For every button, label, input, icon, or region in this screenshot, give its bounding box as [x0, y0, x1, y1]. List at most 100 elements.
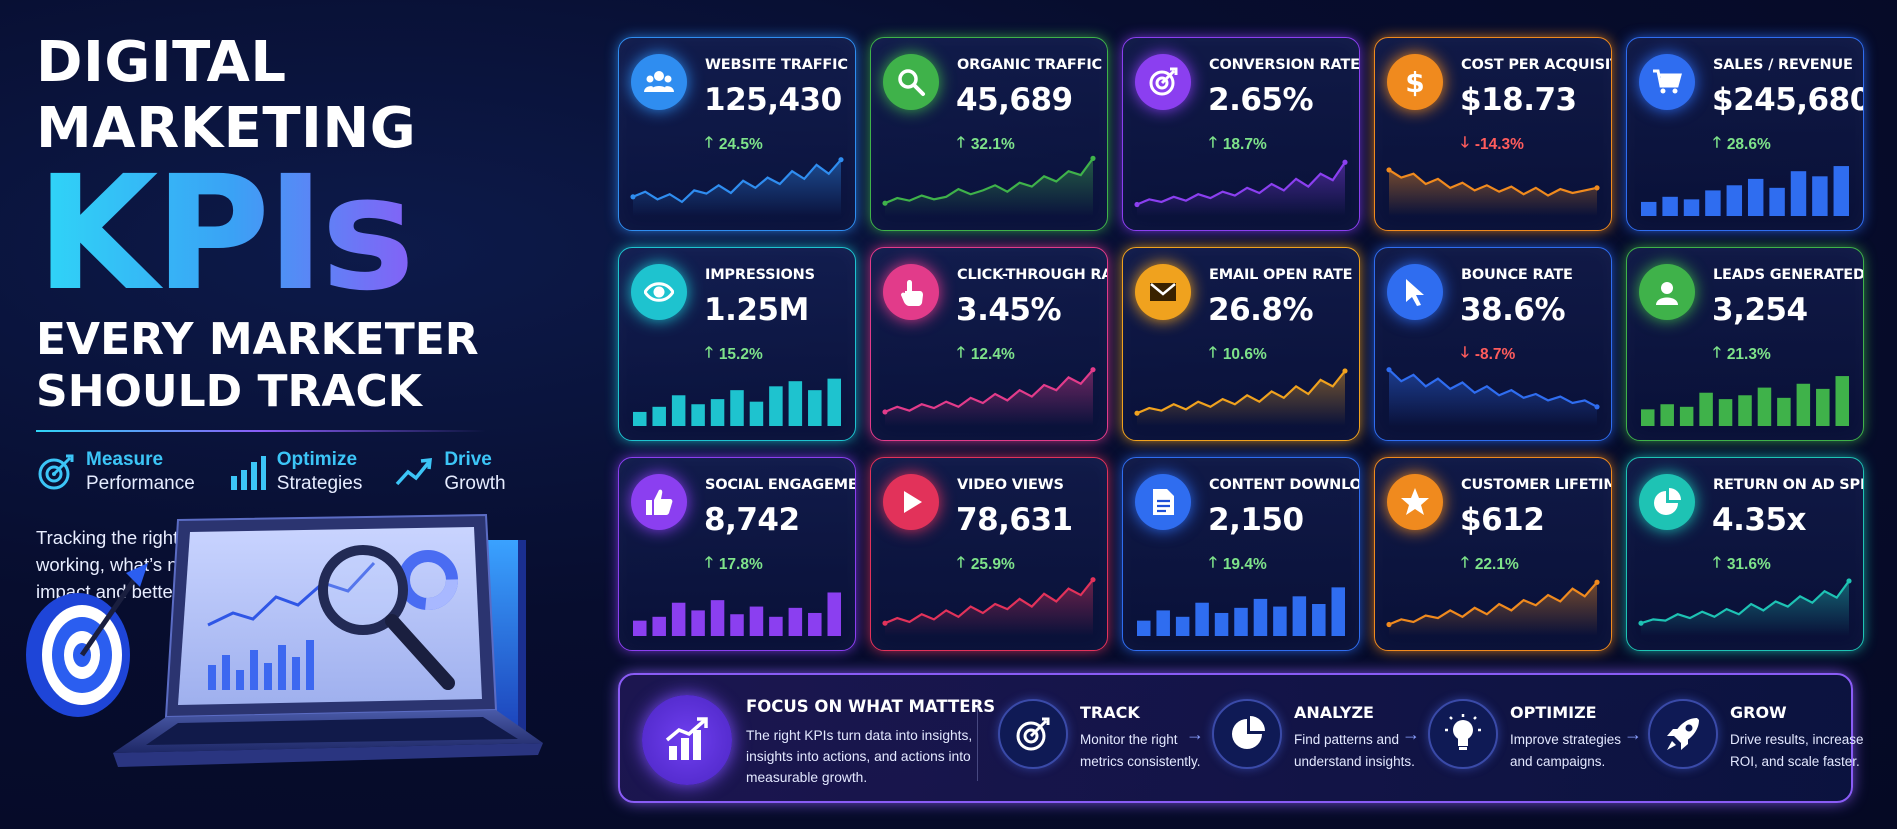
hero-title: DIGITAL MARKETING	[36, 30, 417, 161]
kpi-delta-value: 19.4%	[1222, 555, 1267, 573]
kpi-card-video-views: VIDEO VIEWS 78,631 🡑 25.9%	[870, 457, 1108, 651]
banner-divider	[977, 699, 978, 781]
pillar-measure: Measure Performance	[36, 448, 195, 496]
kpi-sparkline	[1386, 362, 1600, 426]
spark-point	[1386, 367, 1392, 373]
spark-bar	[1747, 178, 1764, 216]
spark-bar	[671, 602, 686, 636]
kpi-card-conversion-rate: CONVERSION RATE 2.65% 🡑 18.7%	[1122, 37, 1360, 231]
arrow-up-icon: 🡑	[1209, 554, 1217, 571]
trend-arrow-icon	[396, 458, 433, 486]
spark-bar	[710, 600, 725, 636]
spark-point	[1342, 159, 1348, 165]
arrow-up-icon: 🡑	[1713, 554, 1721, 571]
bar-chart-icon	[230, 456, 266, 490]
kpi-label: SALES / REVENUE	[1713, 57, 1853, 73]
kpi-delta: 🡑 15.2%	[705, 342, 763, 367]
kpi-card-website-traffic: WEBSITE TRAFFIC 125,430 🡑 24.5%	[618, 37, 856, 231]
kpi-delta: 🡓 -8.7%	[1461, 342, 1515, 367]
pie-chart-icon	[1639, 474, 1695, 530]
spark-point	[1594, 185, 1600, 191]
kpi-value: $245,680	[1712, 82, 1864, 118]
kpi-label: BOUNCE RATE	[1461, 267, 1573, 283]
pillar-optimize-title: Optimize	[276, 449, 358, 470]
kpi-card-return-on-ad-spend: RETURN ON AD SPEND 4.35x 🡑 31.6%	[1626, 457, 1864, 651]
spark-point	[1386, 621, 1392, 628]
kpi-card-social-engagement: SOCIAL ENGAGEMENT 8,742 🡑 17.8%	[618, 457, 856, 651]
eye-icon	[631, 264, 687, 320]
kpi-delta-value: 15.2%	[718, 345, 763, 363]
cursor-icon	[1387, 264, 1443, 320]
kpi-label: LEADS GENERATED	[1713, 267, 1864, 283]
kpi-delta: 🡓 -14.3%	[1461, 132, 1524, 157]
target-icon	[1135, 54, 1191, 110]
spark-area	[1641, 580, 1849, 636]
kpi-card-cost-per-acquisition: $ COST PER ACQUISITION $18.73 🡓 -14.3%	[1374, 37, 1612, 231]
kpi-sparkline	[1134, 362, 1348, 426]
spark-bar	[1683, 199, 1700, 216]
kpi-delta-value: 21.3%	[1726, 345, 1771, 363]
step-analyze-title: ANALYZE	[1294, 703, 1374, 722]
spark-point	[1846, 578, 1852, 584]
cart-icon	[1639, 54, 1695, 110]
spark-bar	[1292, 596, 1307, 636]
kpi-card-impressions: IMPRESSIONS 1.25M 🡑 15.2%	[618, 247, 856, 441]
kpi-label: CONTENT DOWNLOADS	[1209, 477, 1360, 493]
hero-kpis-title: KPIs	[36, 155, 596, 313]
arrow-up-icon: 🡑	[1461, 554, 1469, 571]
spark-bar	[769, 386, 783, 426]
kpi-sparkline	[633, 362, 841, 426]
arrow-down-icon: 🡓	[1461, 344, 1469, 361]
kpi-value: 2,150	[1208, 502, 1304, 538]
kpi-label: ORGANIC TRAFFIC	[957, 57, 1102, 73]
pillar-measure-title: Measure	[86, 449, 164, 470]
spark-bar	[671, 395, 686, 426]
spark-line	[1136, 161, 1346, 206]
spark-bar	[788, 381, 803, 426]
magnifier-icon	[318, 545, 455, 690]
kpi-value: 3,254	[1712, 292, 1808, 328]
kpi-delta: 🡑 12.4%	[957, 342, 1015, 367]
users-icon	[631, 54, 687, 110]
spark-bar	[1738, 395, 1752, 426]
kpi-delta: 🡑 24.5%	[705, 132, 763, 157]
kpi-label: COST PER ACQUISITION	[1461, 57, 1611, 73]
growth-chart-icon	[642, 695, 732, 785]
spark-bar	[1195, 602, 1209, 636]
spark-bar	[1137, 620, 1151, 636]
spark-bar	[710, 399, 725, 426]
kpi-value: 3.45%	[956, 292, 1062, 328]
spark-point	[1594, 579, 1600, 585]
spark-bar	[1641, 201, 1657, 216]
kpi-card-content-downloads: CONTENT DOWNLOADS 2,150 🡑 19.4%	[1122, 457, 1360, 651]
kpi-value: 78,631	[956, 502, 1073, 538]
spark-point	[1594, 404, 1600, 410]
spark-bar	[691, 404, 705, 426]
arrow-up-icon: 🡑	[957, 134, 965, 151]
arrow-up-icon: 🡑	[1209, 344, 1217, 361]
spark-area	[1137, 162, 1345, 216]
kpi-value: 38.6%	[1460, 292, 1566, 328]
kpi-card-organic-traffic: ORGANIC TRAFFIC 45,689 🡑 32.1%	[870, 37, 1108, 231]
spark-bar	[1641, 409, 1655, 426]
arrow-down-icon: 🡓	[1461, 134, 1469, 151]
arrow-up-icon: 🡑	[1713, 134, 1721, 151]
spark-bar	[1699, 392, 1713, 426]
kpi-label: SOCIAL ENGAGEMENT	[705, 477, 855, 493]
kpi-delta-value: -8.7%	[1474, 345, 1516, 363]
spark-point	[882, 409, 888, 415]
spark-bar	[1812, 176, 1828, 216]
spark-bar	[827, 592, 841, 636]
kpi-delta-value: 25.9%	[970, 555, 1015, 573]
hero-subtitle-line2: SHOULD TRACK	[36, 366, 422, 417]
step-optimize-text: Improve strategies and campaigns.	[1510, 732, 1622, 769]
kpi-value: 4.35x	[1712, 502, 1806, 538]
spark-bar	[730, 614, 744, 636]
spark-point	[1134, 201, 1140, 208]
arrow-up-icon: 🡑	[1713, 344, 1721, 361]
kpi-delta: 🡑 21.3%	[1713, 342, 1771, 367]
spark-area	[885, 158, 1093, 216]
pillar-drive-subtitle: Growth	[444, 473, 506, 494]
spark-bar	[769, 616, 783, 636]
kpi-delta-value: 32.1%	[970, 135, 1015, 153]
